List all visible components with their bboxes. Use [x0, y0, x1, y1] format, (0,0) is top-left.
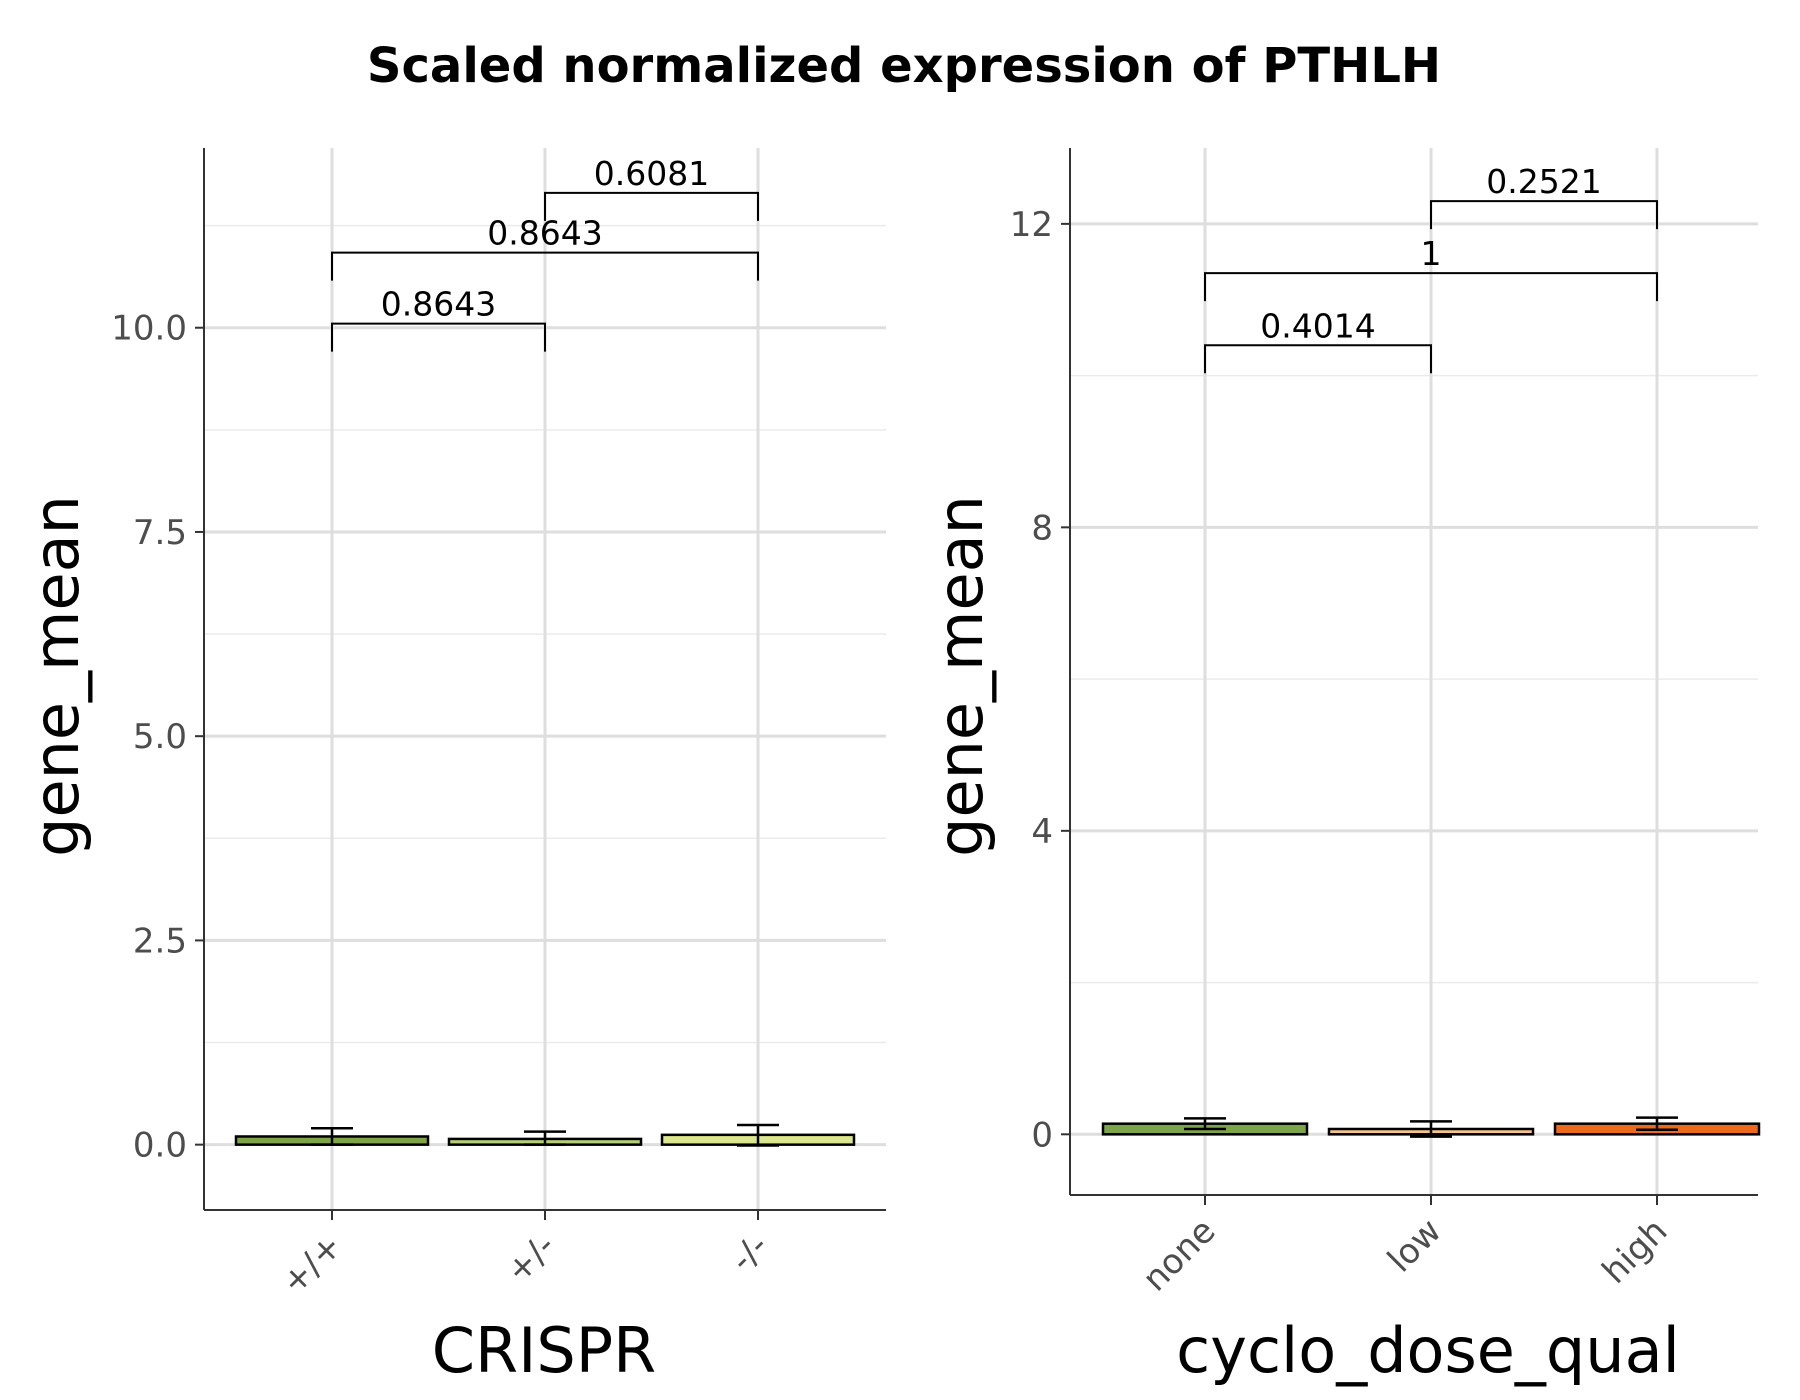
comparison-bracket: [544, 191, 759, 221]
x-tick-label: -/-: [723, 1226, 777, 1280]
p-value-label: 1: [1421, 234, 1442, 273]
x-tick-label: none: [1135, 1211, 1223, 1299]
p-value-label: 0.8643: [381, 285, 496, 324]
y-tick-label: 7.5: [133, 513, 187, 553]
comparison-bracket: [1430, 200, 1658, 230]
comparison-bracket: [331, 251, 759, 281]
y-tick-label: 0.0: [133, 1126, 187, 1166]
comparison-bracket: [1204, 344, 1432, 374]
x-tick-label: +/-: [498, 1226, 563, 1291]
panel-cyclo-dose: cyclo_dose_qual gene_mean 0 4 8 12 none low hi…: [924, 148, 1761, 1387]
x-tick-label: low: [1380, 1211, 1449, 1280]
x-tick-label: +/+: [274, 1226, 351, 1303]
x-tick-label: high: [1595, 1211, 1676, 1292]
y-tick-label: 4: [1031, 812, 1053, 852]
y-tick-label: 10.0: [111, 309, 187, 349]
comparison-bracket: [1204, 272, 1658, 302]
y-tick-label: 12: [1010, 205, 1053, 245]
y-axis-title: gene_mean: [924, 495, 997, 857]
comparison-bracket: [331, 322, 546, 352]
p-value-label: 0.2521: [1486, 162, 1601, 201]
y-tick-label: 8: [1031, 508, 1053, 548]
y-tick-label: 2.5: [133, 921, 187, 961]
y-axis-title: gene_mean: [20, 495, 93, 857]
p-value-label: 0.4014: [1260, 306, 1375, 345]
x-axis-title: cyclo_dose_qual: [1176, 1314, 1680, 1387]
panel-crispr: CRISPR gene_mean 0.0 2.5 5.0 7.5 10.0 +/+ +/- -…: [20, 148, 886, 1387]
p-value-label: 0.6081: [594, 154, 709, 193]
chart-title: Scaled normalized expression of PTHLH: [367, 38, 1441, 94]
y-tick-label: 0: [1031, 1115, 1053, 1155]
x-axis-title: CRISPR: [432, 1314, 656, 1387]
y-tick-label: 5.0: [133, 717, 187, 757]
